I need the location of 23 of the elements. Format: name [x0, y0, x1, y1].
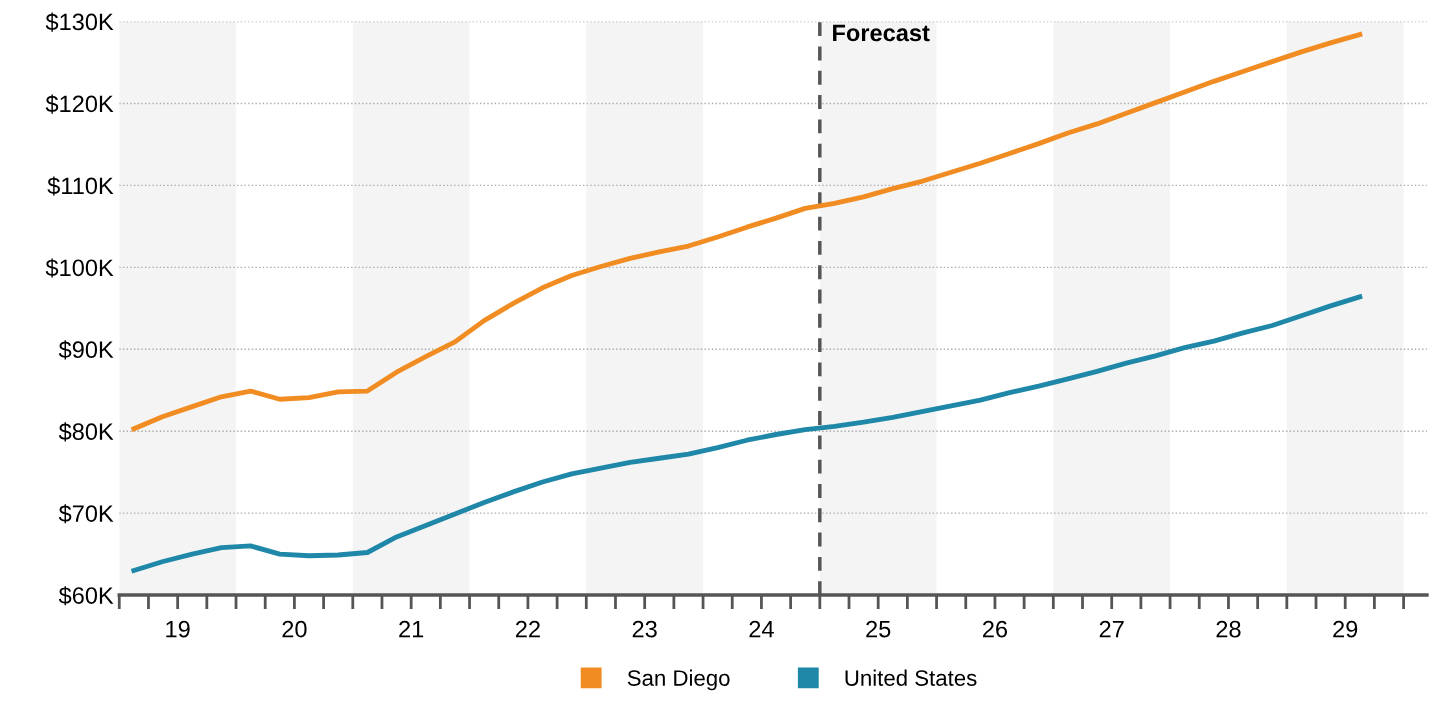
- y-tick-label: $70K: [58, 504, 114, 524]
- y-tick-label: $130K: [45, 12, 114, 32]
- y-tick-label: $80K: [58, 422, 114, 442]
- line-series: [131, 294, 1363, 573]
- x-tick-label: 23: [632, 620, 657, 638]
- y-tick-label: $60K: [58, 586, 114, 606]
- y-tick-label: $110K: [47, 176, 114, 196]
- ref-line-label: Forecast: [833, 24, 930, 42]
- x-tick-label: 22: [515, 620, 540, 638]
- x-tick-label: 27: [1099, 620, 1124, 638]
- y-tick-label: $120K: [45, 94, 114, 114]
- x-tick-label: 29: [1333, 620, 1358, 638]
- x-tick-label: 20: [282, 620, 307, 638]
- legend-label: San Diego: [627, 669, 730, 691]
- x-tick-label: 21: [399, 620, 424, 638]
- x-tick-label: 26: [983, 620, 1008, 638]
- x-tick-label: 24: [749, 620, 774, 638]
- x-tick-label: 25: [866, 620, 891, 638]
- y-tick-label: $90K: [58, 340, 114, 360]
- y-tick-label: $100K: [45, 258, 114, 278]
- x-tick-label: 28: [1216, 620, 1241, 638]
- x-tick-label: 19: [166, 620, 190, 638]
- legend-label: United States: [845, 669, 977, 686]
